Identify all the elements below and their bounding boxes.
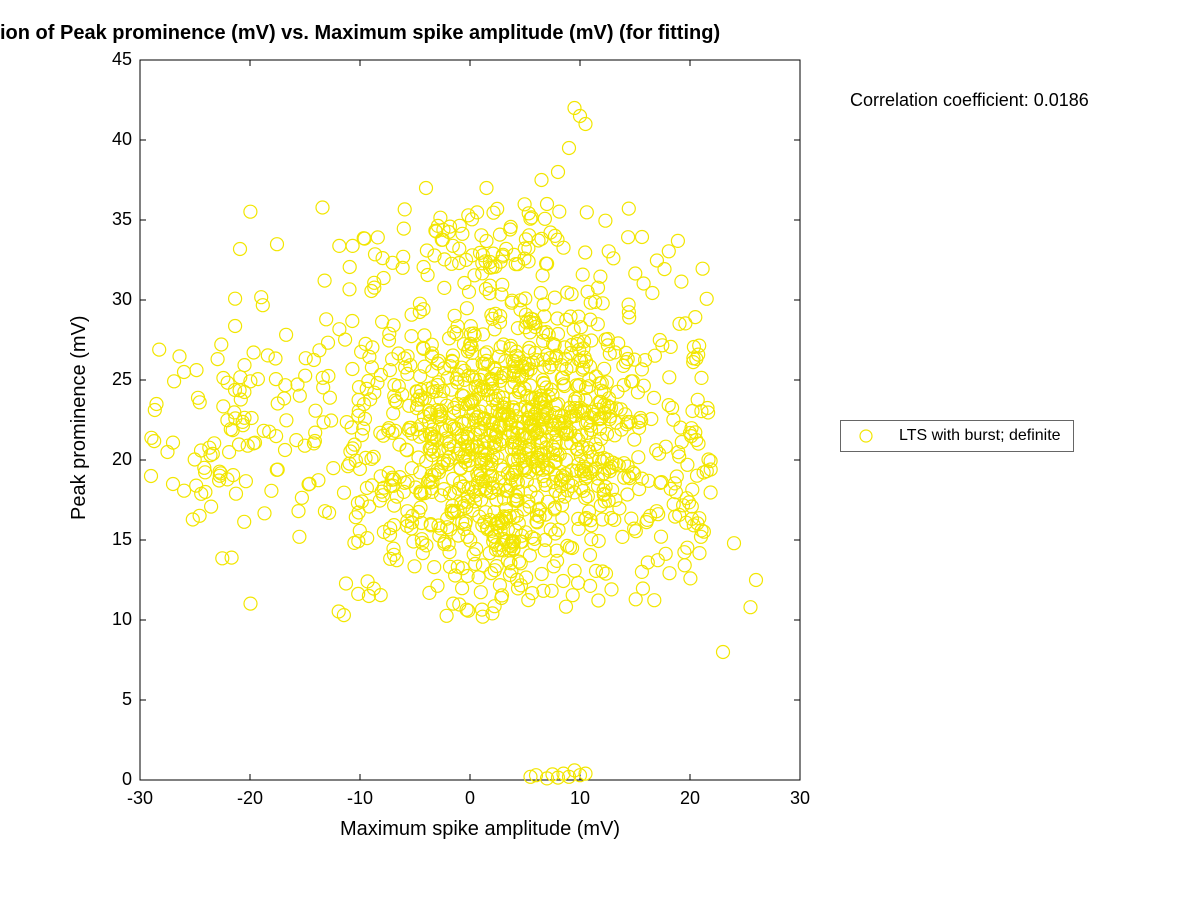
y-tick-label: 20 xyxy=(112,449,132,470)
y-tick-label: 25 xyxy=(112,369,132,390)
x-tick-label: 0 xyxy=(455,788,485,809)
legend-label: LTS with burst; definite xyxy=(899,427,1061,445)
x-tick-label: 10 xyxy=(565,788,595,809)
x-tick-label: -20 xyxy=(235,788,265,809)
x-tick-label: 30 xyxy=(785,788,815,809)
x-tick-label: -30 xyxy=(125,788,155,809)
y-axis-label: Peak prominence (mV) xyxy=(68,315,91,520)
x-tick-label: -10 xyxy=(345,788,375,809)
legend: LTS with burst; definite xyxy=(840,420,1074,452)
y-tick-label: 0 xyxy=(122,769,132,790)
y-tick-label: 15 xyxy=(112,529,132,550)
y-tick-label: 5 xyxy=(122,689,132,710)
scatter-points xyxy=(145,102,763,785)
x-tick-label: 20 xyxy=(675,788,705,809)
x-axis-label: Maximum spike amplitude (mV) xyxy=(340,818,620,841)
legend-marker-icon xyxy=(849,428,883,444)
y-tick-label: 10 xyxy=(112,609,132,630)
y-tick-label: 35 xyxy=(112,209,132,230)
y-tick-label: 45 xyxy=(112,49,132,70)
y-tick-label: 40 xyxy=(112,129,132,150)
y-tick-label: 30 xyxy=(112,289,132,310)
